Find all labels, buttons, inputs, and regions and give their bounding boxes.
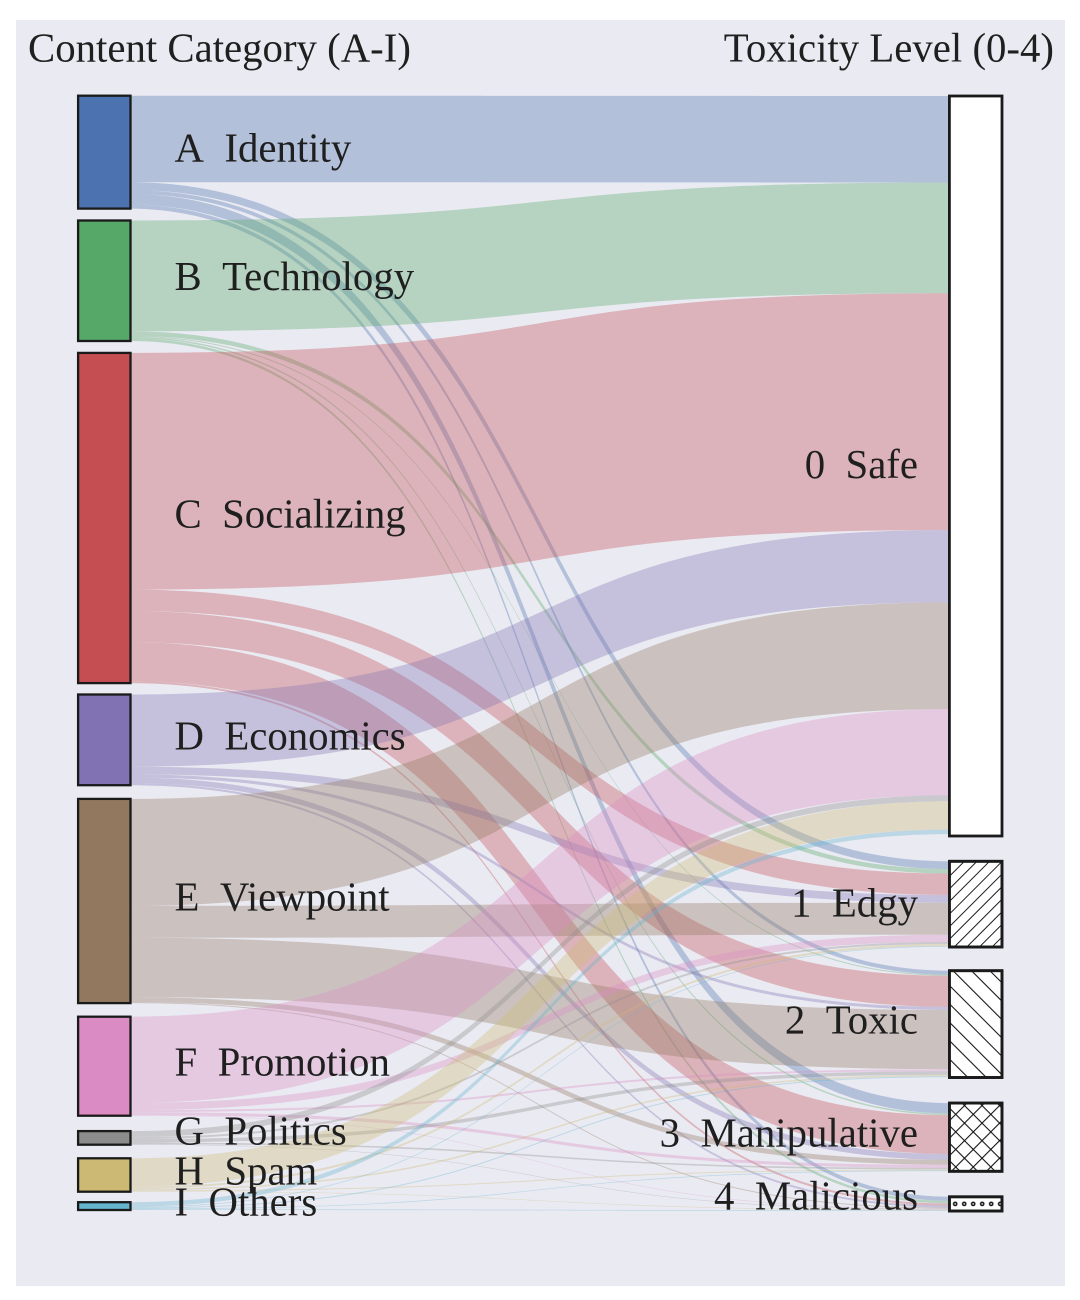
svg-text:E Viewpoint: E Viewpoint — [175, 875, 391, 920]
svg-text:H Spam: H Spam — [175, 1149, 318, 1194]
svg-text:C Socializing: C Socializing — [175, 492, 406, 537]
svg-text:G Politics: G Politics — [175, 1108, 347, 1153]
svg-text:D Economics: D Economics — [175, 713, 406, 758]
svg-text:2 Toxic: 2 Toxic — [785, 998, 918, 1043]
svg-text:4 Malicious: 4 Malicious — [714, 1173, 918, 1218]
svg-text:1 Edgy: 1 Edgy — [791, 881, 919, 926]
svg-text:I Others: I Others — [175, 1180, 318, 1225]
svg-text:3 Manipulative: 3 Manipulative — [660, 1111, 918, 1156]
svg-text:B Technology: B Technology — [175, 254, 415, 299]
svg-text:F Promotion: F Promotion — [175, 1040, 390, 1085]
svg-text:A Identity: A Identity — [175, 126, 352, 171]
svg-text:0 Safe: 0 Safe — [805, 442, 918, 487]
svg-text:Content Category (A-I): Content Category (A-I) — [28, 26, 411, 71]
svg-text:Toxicity Level (0-4): Toxicity Level (0-4) — [724, 26, 1054, 71]
